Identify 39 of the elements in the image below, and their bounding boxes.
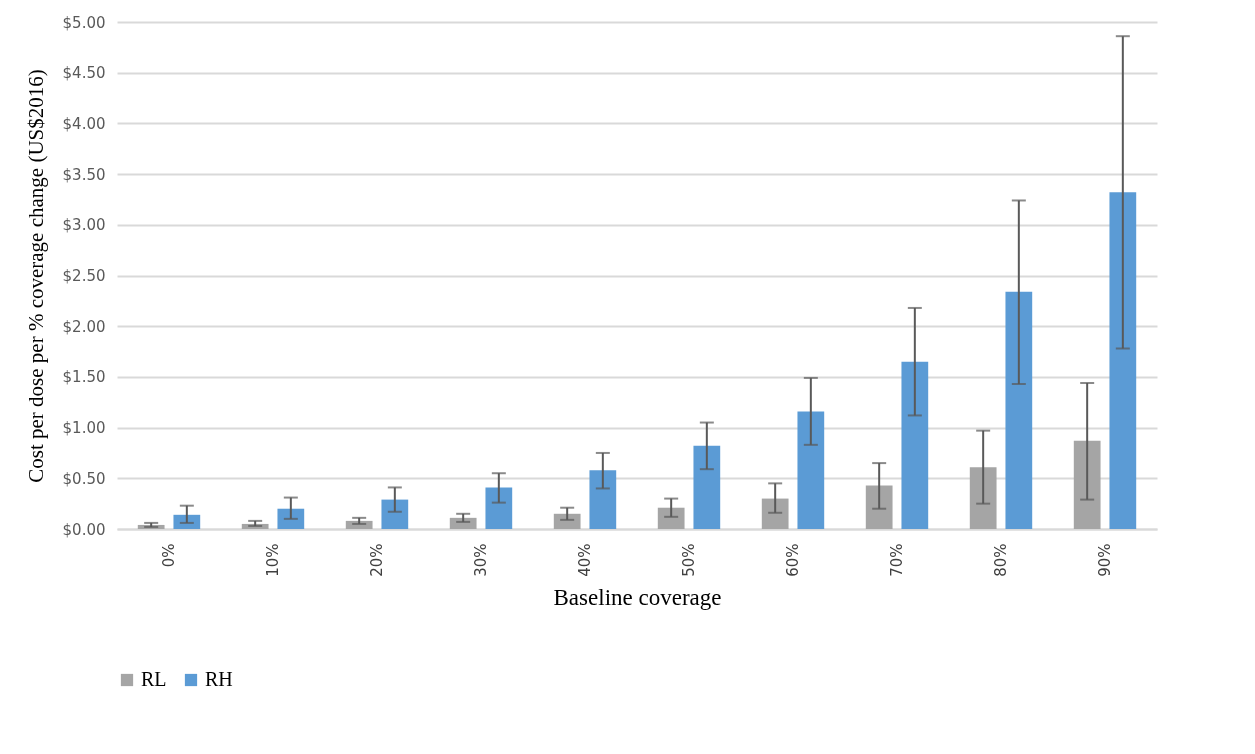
x-tick-label: 20% [368, 543, 386, 577]
y-tick-label: $3.50 [62, 165, 106, 184]
bar [485, 487, 513, 529]
y-tick-label: $0.50 [62, 469, 106, 488]
bar [277, 508, 305, 529]
x-tick-label: 50% [680, 543, 698, 577]
x-tick-label: 60% [784, 543, 802, 577]
x-axis-title: Baseline coverage [553, 584, 722, 610]
legend-label: RL [141, 668, 167, 690]
bar [761, 498, 789, 529]
bar [693, 445, 721, 529]
bar [901, 361, 929, 529]
bar [381, 499, 409, 529]
x-tick-label: 70% [888, 543, 906, 577]
x-tick-label: 0% [160, 543, 178, 568]
y-tick-label: $2.50 [62, 267, 106, 285]
x-tick-label: 30% [472, 543, 490, 577]
x-tick-label: 40% [576, 543, 594, 577]
bar [797, 411, 825, 529]
bar [1073, 440, 1101, 529]
bar [865, 485, 893, 529]
y-tick-label: $1.00 [62, 419, 106, 438]
bar [589, 470, 617, 529]
x-tick-label: 10% [264, 543, 282, 577]
y-tick-label: $2.00 [62, 317, 106, 336]
y-tick-label: $1.50 [62, 368, 106, 387]
bar [969, 467, 997, 529]
bar [1109, 192, 1137, 529]
bar [657, 507, 685, 529]
y-tick-label: $4.50 [62, 64, 106, 83]
x-tick-label: 90% [1096, 543, 1114, 577]
y-axis-title: Cost per dose per % coverage change (US$2016) [23, 69, 48, 483]
x-tick-label: 80% [992, 543, 1010, 577]
y-tick-label: $4.00 [62, 114, 106, 133]
y-tick-label: $5.00 [62, 13, 106, 32]
bar [1005, 291, 1033, 529]
legend-label: RH [205, 668, 233, 690]
y-tick-label: $3.00 [62, 216, 106, 235]
y-tick-label: $0.00 [62, 520, 106, 539]
